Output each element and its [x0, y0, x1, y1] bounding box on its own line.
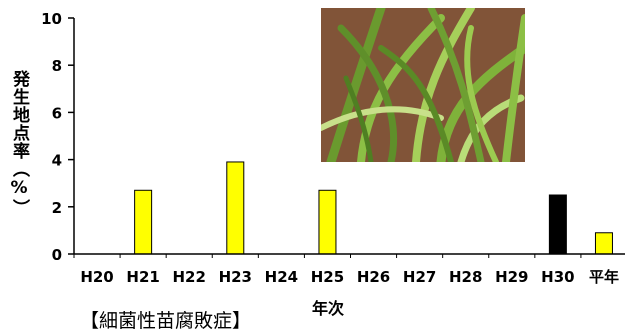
- x-tick-label: H20: [80, 268, 113, 286]
- y-axis-ticks: 0 2 4 6 8 10: [41, 10, 74, 264]
- bars: [134, 161, 613, 255]
- bar-H23: [226, 161, 245, 255]
- y-tick-label: 2: [52, 199, 62, 217]
- x-axis-title: 年次: [312, 299, 345, 318]
- x-tick-label: H23: [219, 268, 252, 286]
- y-tick-label: 4: [52, 152, 62, 170]
- x-tick-label: H21: [126, 268, 159, 286]
- y-tick-label: 0: [52, 246, 62, 264]
- x-tick-label: H26: [357, 268, 390, 286]
- bar-H30: [548, 194, 567, 255]
- x-tick-label: H29: [495, 268, 528, 286]
- y-tick-label: 8: [52, 57, 62, 75]
- y-tick-label: 6: [52, 104, 62, 122]
- x-tick-label: H28: [449, 268, 482, 286]
- x-tick-label: H30: [541, 268, 574, 286]
- x-tick-label: 平年: [589, 268, 619, 286]
- bar-H21: [134, 189, 153, 255]
- disease-caption: 【細菌性苗腐敗症】: [80, 310, 252, 332]
- x-tick-label: H24: [265, 268, 298, 286]
- x-axis-ticks: H20 H21 H22 H23 H24 H25 H26 H27 H28 H29 H30 平年: [73, 254, 619, 286]
- bar-平年: [594, 232, 613, 255]
- wheat-seedling-photo: [321, 8, 525, 162]
- y-tick-label: 10: [41, 10, 62, 28]
- y-axis-title: 発生地点率（%）: [9, 70, 29, 217]
- x-tick-label: H22: [172, 268, 205, 286]
- x-tick-label: H27: [403, 268, 436, 286]
- bar-H25: [318, 189, 337, 255]
- seedling-icon: [321, 8, 525, 162]
- x-tick-label: H25: [311, 268, 344, 286]
